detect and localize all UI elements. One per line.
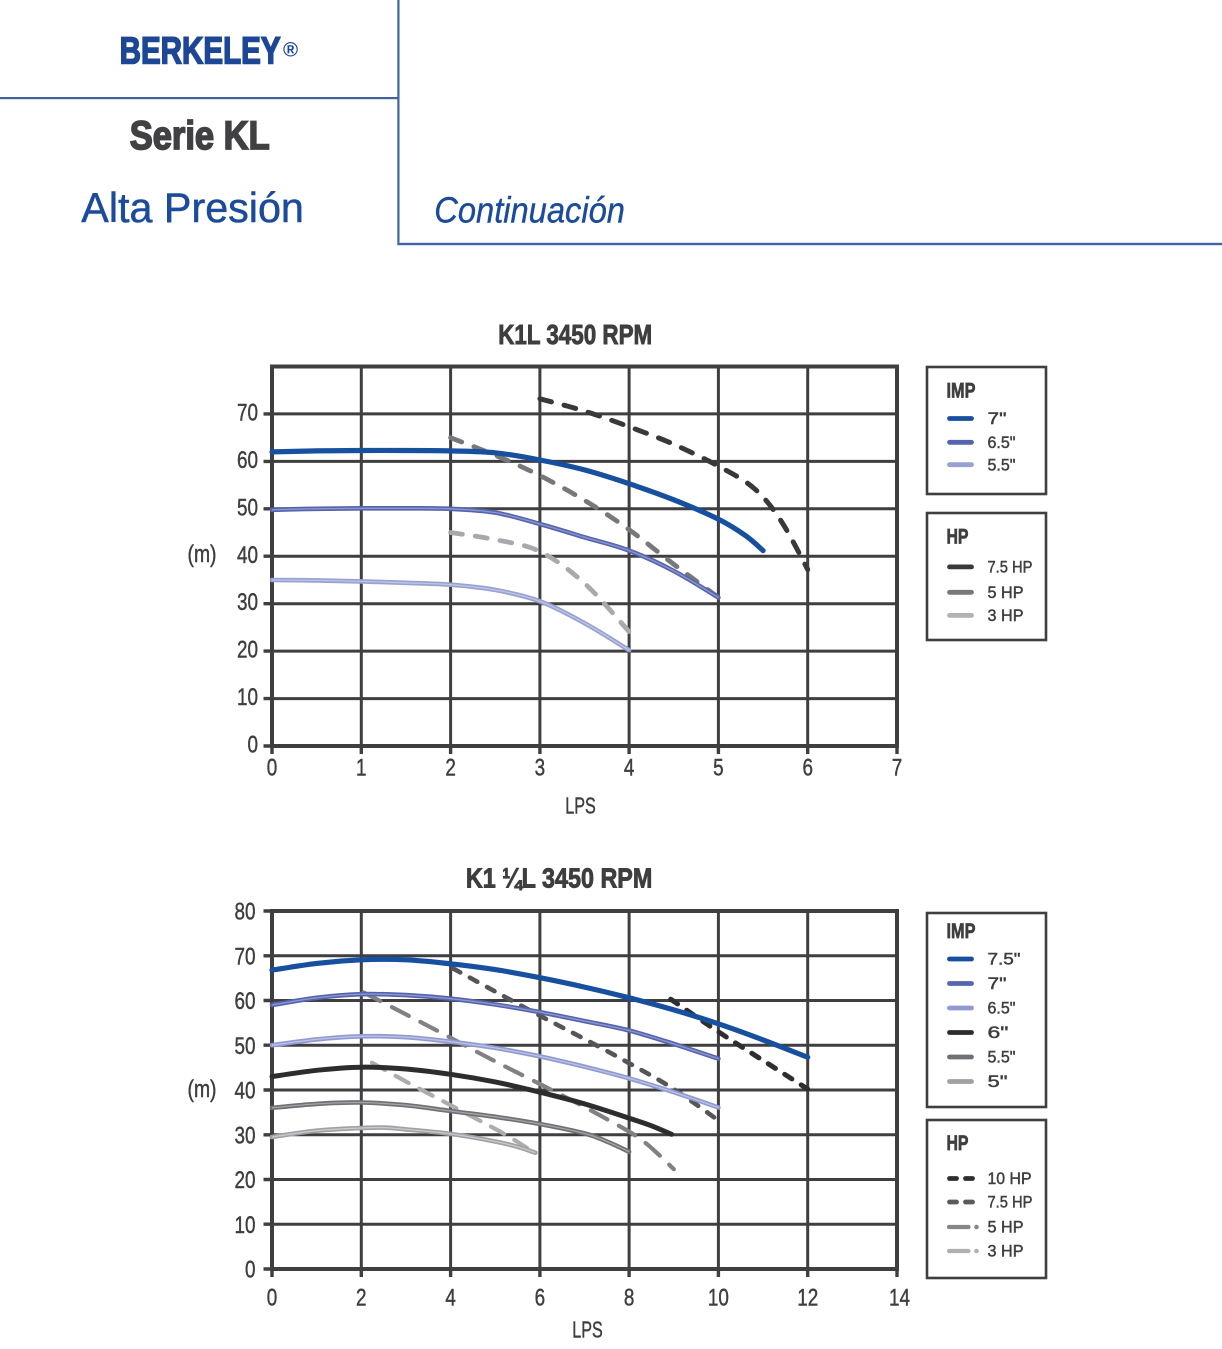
svg-text:5": 5" — [988, 1073, 1008, 1091]
svg-text:20: 20 — [235, 1167, 256, 1194]
svg-text:4: 4 — [624, 754, 635, 781]
svg-text:30: 30 — [237, 589, 258, 616]
svg-text:20: 20 — [237, 637, 258, 664]
svg-text:2: 2 — [356, 1285, 367, 1312]
svg-text:4: 4 — [445, 1285, 456, 1312]
svg-text:6: 6 — [802, 754, 813, 781]
svg-text:®: ® — [283, 39, 298, 62]
svg-text:(m): (m) — [188, 541, 217, 568]
svg-text:K1L 3450 RPM: K1L 3450 RPM — [498, 319, 652, 350]
svg-text:IMP: IMP — [947, 920, 976, 943]
svg-text:7": 7" — [988, 410, 1007, 428]
svg-text:6.5": 6.5" — [988, 1000, 1016, 1018]
svg-text:7: 7 — [892, 754, 903, 781]
svg-text:0: 0 — [245, 1257, 256, 1284]
svg-text:60: 60 — [237, 447, 258, 474]
svg-text:7.5": 7.5" — [988, 951, 1021, 969]
svg-text:70: 70 — [237, 399, 258, 426]
svg-text:6.5": 6.5" — [988, 434, 1016, 452]
svg-text:80: 80 — [235, 899, 256, 926]
svg-text:5 HP: 5 HP — [988, 584, 1024, 602]
svg-text:40: 40 — [237, 542, 258, 569]
svg-text:60: 60 — [235, 988, 256, 1015]
svg-text:0: 0 — [248, 732, 259, 759]
svg-text:0: 0 — [267, 754, 278, 781]
svg-text:BERKELEY: BERKELEY — [120, 30, 281, 72]
svg-text:Continuación: Continuación — [434, 189, 625, 230]
svg-text:2: 2 — [445, 754, 456, 781]
svg-text:0: 0 — [267, 1285, 278, 1312]
svg-text:K1 ¼L 3450 RPM: K1 ¼L 3450 RPM — [466, 862, 653, 893]
svg-text:1: 1 — [356, 754, 367, 781]
svg-text:5.5": 5.5" — [988, 1049, 1016, 1067]
svg-text:12: 12 — [797, 1285, 818, 1312]
svg-text:Alta Presión: Alta Presión — [81, 184, 304, 231]
svg-text:(m): (m) — [188, 1076, 217, 1103]
svg-text:6: 6 — [535, 1285, 546, 1312]
svg-text:14: 14 — [889, 1285, 910, 1312]
svg-text:50: 50 — [235, 1033, 256, 1060]
svg-text:Serie KL: Serie KL — [130, 114, 270, 158]
svg-text:7.5 HP: 7.5 HP — [988, 559, 1033, 577]
svg-text:10: 10 — [237, 684, 258, 711]
svg-text:10 HP: 10 HP — [988, 1170, 1032, 1188]
svg-text:HP: HP — [947, 1132, 969, 1155]
svg-text:IMP: IMP — [947, 380, 976, 403]
svg-text:3 HP: 3 HP — [988, 1243, 1024, 1261]
svg-text:5 HP: 5 HP — [988, 1219, 1024, 1237]
svg-text:10: 10 — [708, 1285, 729, 1312]
svg-text:5.5": 5.5" — [988, 456, 1016, 474]
svg-text:7": 7" — [988, 975, 1007, 993]
svg-text:5: 5 — [713, 754, 724, 781]
svg-text:40: 40 — [235, 1078, 256, 1105]
svg-text:70: 70 — [235, 943, 256, 970]
svg-text:LPS: LPS — [565, 793, 596, 819]
svg-text:3: 3 — [535, 754, 546, 781]
svg-text:10: 10 — [235, 1212, 256, 1239]
svg-text:3 HP: 3 HP — [988, 607, 1024, 625]
svg-text:30: 30 — [235, 1122, 256, 1149]
svg-text:8: 8 — [624, 1285, 635, 1312]
svg-text:6": 6" — [988, 1024, 1009, 1042]
svg-text:LPS: LPS — [572, 1317, 603, 1343]
svg-text:HP: HP — [947, 526, 969, 549]
svg-text:7.5 HP: 7.5 HP — [988, 1194, 1033, 1212]
svg-text:50: 50 — [237, 494, 258, 521]
